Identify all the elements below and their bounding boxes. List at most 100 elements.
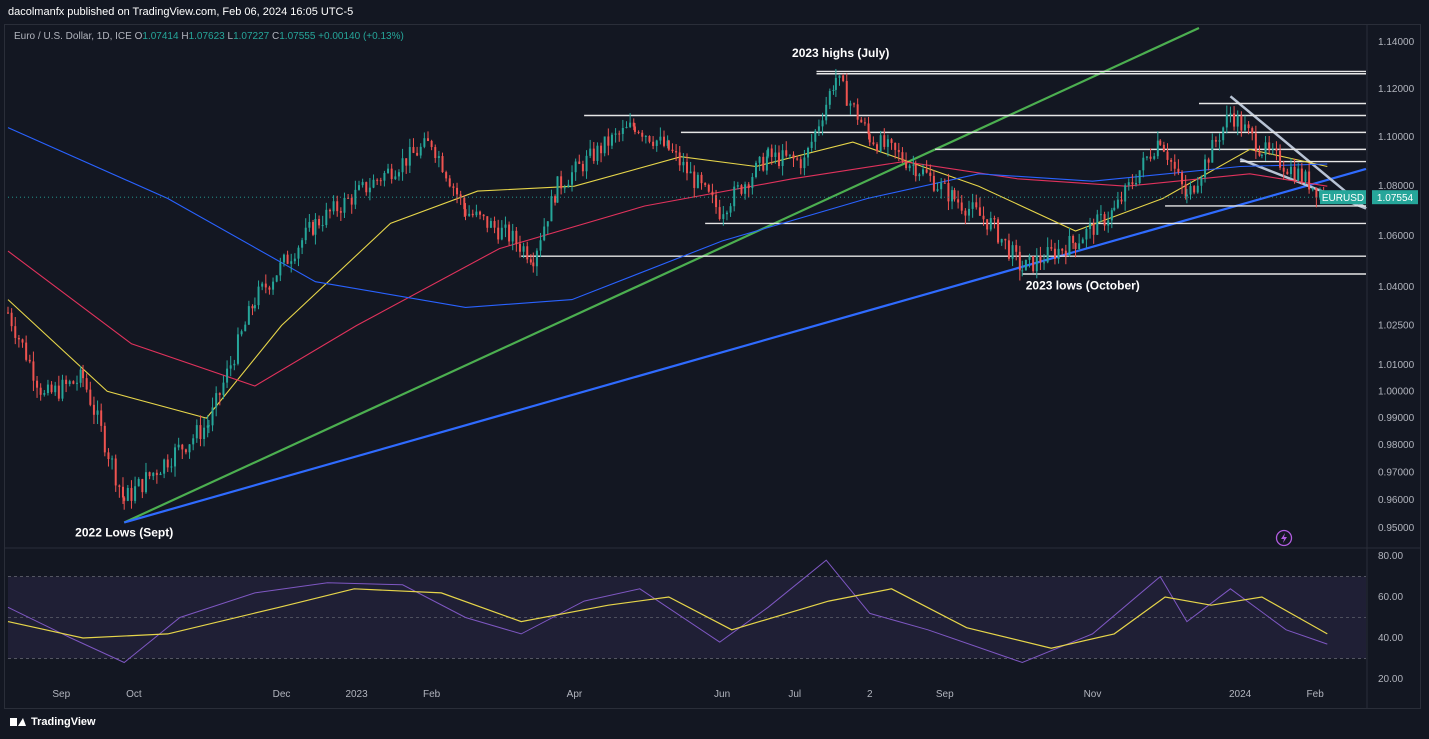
candle-body	[1138, 170, 1141, 183]
candle-body	[426, 138, 429, 141]
candle-body	[940, 182, 943, 190]
candle-body	[1039, 255, 1042, 263]
candle-body	[968, 208, 971, 216]
candle-body	[704, 183, 707, 185]
candle-body	[1127, 182, 1130, 186]
candle-body	[75, 382, 78, 384]
candle-body	[14, 326, 17, 338]
candle-body	[715, 195, 718, 208]
candle-body	[1120, 199, 1123, 202]
time-tick-label: Oct	[126, 689, 142, 700]
candle-body	[762, 156, 765, 171]
candle-body	[247, 306, 250, 325]
open-label: O	[134, 31, 143, 42]
candle-body	[174, 447, 177, 467]
candle-body	[814, 130, 817, 142]
symbol-price-tag-label: EURUSD	[1322, 193, 1364, 204]
axis-price-tag	[1372, 190, 1418, 205]
candle-body	[1196, 185, 1199, 193]
candle-body	[1279, 150, 1282, 168]
tradingview-logo-icon	[10, 717, 26, 727]
candle-body	[796, 158, 799, 160]
close-value: 1.07555	[279, 31, 316, 42]
candle-body	[199, 425, 202, 440]
candle-body	[32, 361, 35, 381]
candle-body	[332, 201, 335, 212]
candle-body	[79, 369, 82, 383]
candle-body	[28, 359, 31, 362]
candle-body	[361, 182, 364, 186]
candle-body	[707, 184, 710, 192]
candle-body	[475, 211, 478, 216]
candle-body	[1286, 171, 1289, 175]
candle-body	[7, 312, 9, 314]
candle-body	[365, 182, 368, 193]
candle-body	[747, 184, 750, 189]
candle-body	[511, 230, 514, 242]
rsi-tick-label: 60.00	[1378, 592, 1403, 603]
candle-body	[482, 214, 485, 217]
candle-body	[279, 262, 282, 276]
candle-body	[751, 177, 754, 189]
chart-annotation: 2022 Lows (Sept)	[75, 526, 173, 540]
symbol-name[interactable]: Euro / U.S. Dollar, 1D, ICE	[14, 31, 132, 42]
candle-body	[905, 160, 908, 169]
tradingview-footer[interactable]: TradingView	[10, 716, 96, 728]
candle-body	[434, 147, 437, 159]
candle-body	[1032, 256, 1035, 272]
candle-body	[912, 164, 915, 166]
candle-body	[1170, 159, 1173, 162]
candle-body	[1236, 115, 1239, 127]
candle-body	[244, 324, 247, 332]
publisher-header: dacolmanfx published on TradingView.com,…	[8, 6, 354, 18]
candle-body	[1229, 113, 1232, 115]
candle-body	[111, 458, 114, 460]
alert-lightning-glyph	[1281, 533, 1287, 543]
candle-body	[430, 140, 433, 148]
rsi-tick-label: 80.00	[1378, 551, 1403, 562]
candle-body	[777, 152, 780, 167]
candle-body	[666, 140, 669, 146]
candle-body	[546, 221, 549, 227]
candle-body	[1149, 156, 1152, 159]
candle-body	[1189, 186, 1192, 195]
rsi-line	[7, 559, 1328, 664]
candle-body	[107, 452, 110, 460]
candle-body	[1271, 148, 1274, 150]
candle-body	[744, 184, 747, 194]
candle-body	[304, 227, 307, 241]
candle-body	[85, 378, 88, 390]
candle-body	[325, 209, 328, 226]
candle-body	[290, 261, 293, 264]
candle-body	[1004, 238, 1007, 241]
candle-body	[947, 182, 950, 202]
candle-body	[522, 246, 525, 252]
candle-body	[1078, 243, 1081, 249]
candle-body	[574, 161, 577, 173]
candle-body	[1085, 228, 1088, 240]
candle-body	[456, 187, 459, 195]
candle-body	[718, 207, 721, 220]
candle-body	[61, 379, 64, 399]
candle-body	[971, 202, 974, 209]
candle-body	[1015, 245, 1018, 252]
candle-body	[989, 218, 992, 230]
price-tick-label: 1.01000	[1378, 360, 1415, 371]
candle-body	[372, 179, 375, 188]
price-tick-label: 0.99000	[1378, 413, 1415, 424]
candle-body	[825, 104, 828, 121]
candle-body	[960, 202, 963, 211]
candle-body	[589, 148, 592, 156]
candle-body	[203, 427, 206, 440]
open-value: 1.07414	[142, 31, 179, 42]
trendline-green-support	[123, 27, 1200, 524]
candle-body	[184, 449, 187, 453]
candle-body	[383, 172, 386, 181]
candle-body	[308, 222, 311, 228]
candle-body	[754, 162, 757, 178]
price-tick-label: 1.00000	[1378, 386, 1415, 397]
candle-body	[832, 89, 835, 91]
candle-body	[1218, 140, 1221, 142]
candle-body	[1211, 139, 1214, 163]
